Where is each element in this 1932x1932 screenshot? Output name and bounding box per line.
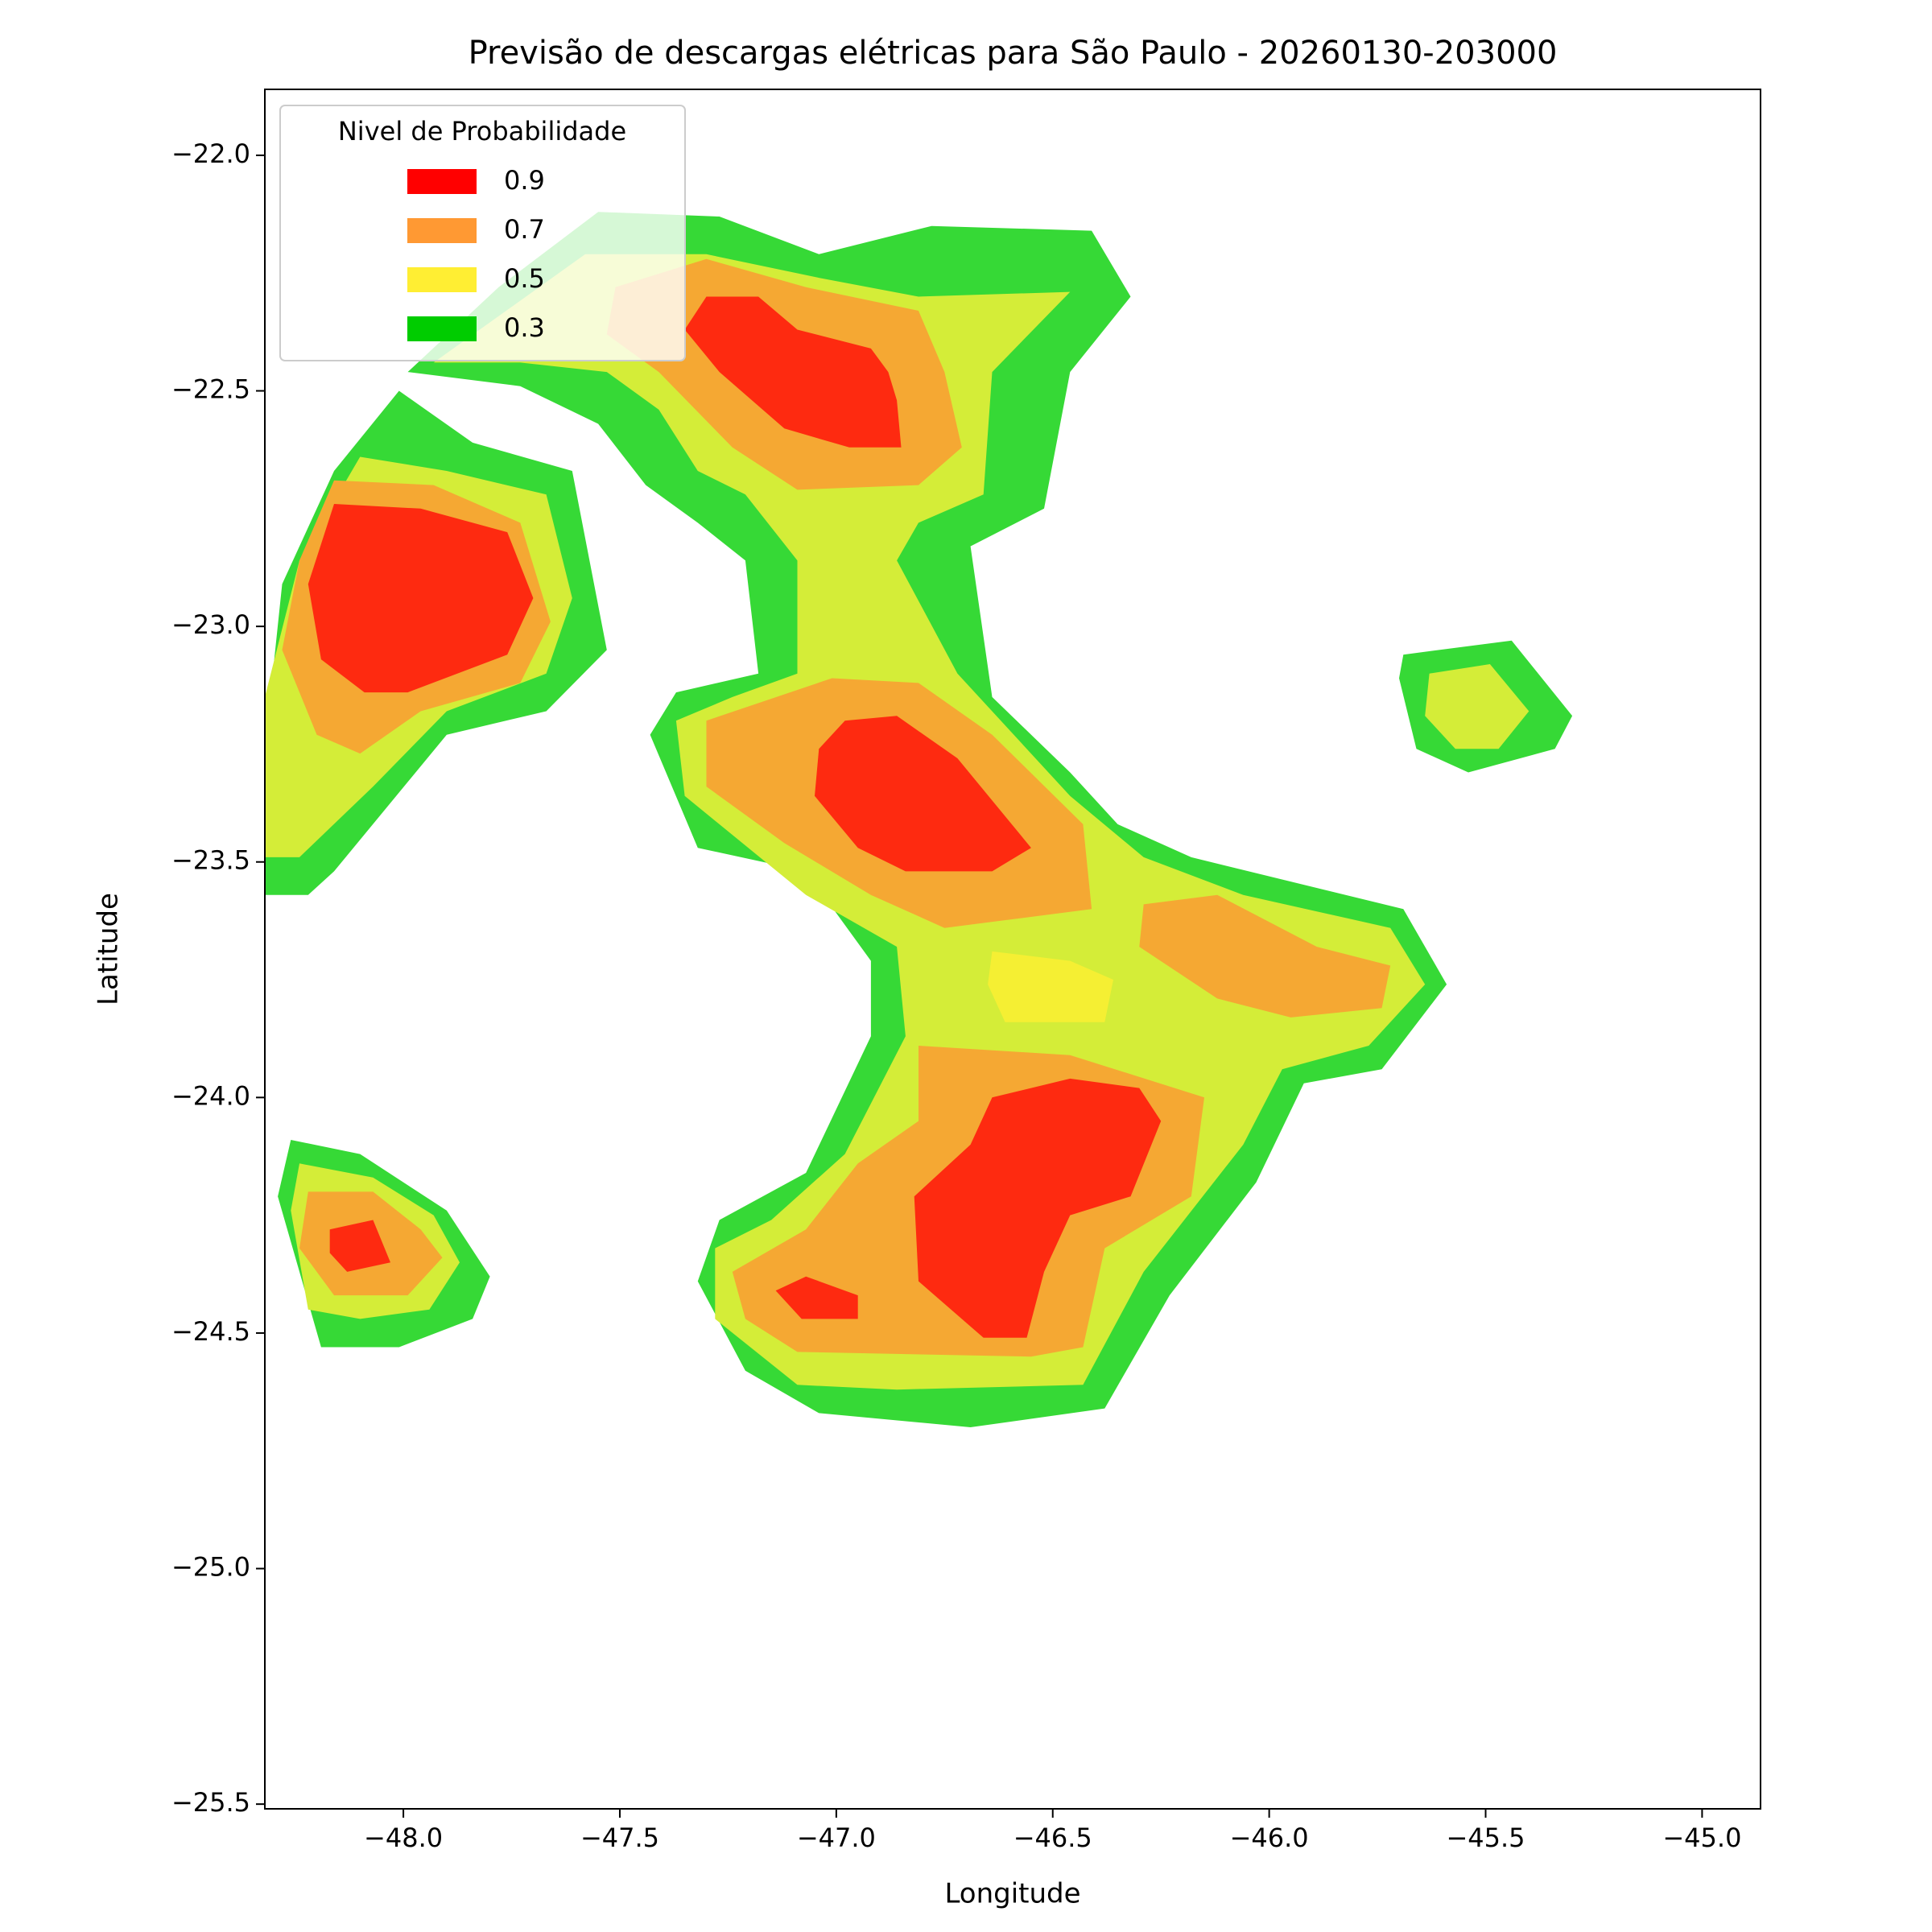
- y-tick-label: −24.5: [171, 1316, 250, 1347]
- x-tick-label: −46.5: [1013, 1823, 1092, 1853]
- x-tick-label: −47.5: [580, 1823, 659, 1853]
- legend-swatch: [407, 316, 477, 341]
- y-tick-label: −23.0: [171, 609, 250, 640]
- x-tick-label: −46.0: [1230, 1823, 1309, 1853]
- contour-region: [1139, 894, 1391, 1018]
- legend-swatch: [407, 169, 477, 194]
- contour-region: [684, 296, 902, 448]
- contour-area: [265, 212, 1573, 1428]
- y-tick-label: −22.0: [171, 138, 250, 169]
- x-tick-label: −48.0: [364, 1823, 443, 1853]
- legend-box: [279, 105, 686, 361]
- chart-title: Previsão de descargas elétricas para São…: [469, 35, 1558, 72]
- legend-label: 0.9: [504, 165, 545, 196]
- y-tick-label: −22.5: [171, 374, 250, 405]
- legend-swatch: [407, 267, 477, 292]
- y-axis-label: Latitude: [93, 893, 125, 1005]
- contour-region: [329, 1220, 390, 1272]
- contour-region: [988, 951, 1113, 1022]
- contour-region: [775, 1276, 858, 1319]
- y-tick-label: −25.5: [171, 1787, 250, 1818]
- legend-label: 0.5: [504, 263, 545, 294]
- contour-region: [815, 716, 1031, 872]
- legend-label: 0.3: [504, 312, 545, 343]
- y-tick-label: −25.0: [171, 1552, 250, 1583]
- x-tick-label: −47.0: [797, 1823, 876, 1853]
- y-tick-label: −24.0: [171, 1080, 250, 1111]
- legend-label: 0.7: [504, 214, 545, 245]
- legend-swatch: [407, 218, 477, 243]
- x-tick-label: −45.0: [1662, 1823, 1741, 1853]
- y-tick-label: −23.5: [171, 845, 250, 876]
- x-tick-label: −45.5: [1446, 1823, 1525, 1853]
- x-axis-label: Longitude: [944, 1878, 1080, 1910]
- legend-title: Nivel de Probabilidade: [338, 116, 626, 147]
- contour-region: [914, 1078, 1162, 1338]
- contour-region: [1425, 664, 1530, 749]
- axes-frame: [264, 89, 1761, 1810]
- contour-region: [308, 504, 534, 693]
